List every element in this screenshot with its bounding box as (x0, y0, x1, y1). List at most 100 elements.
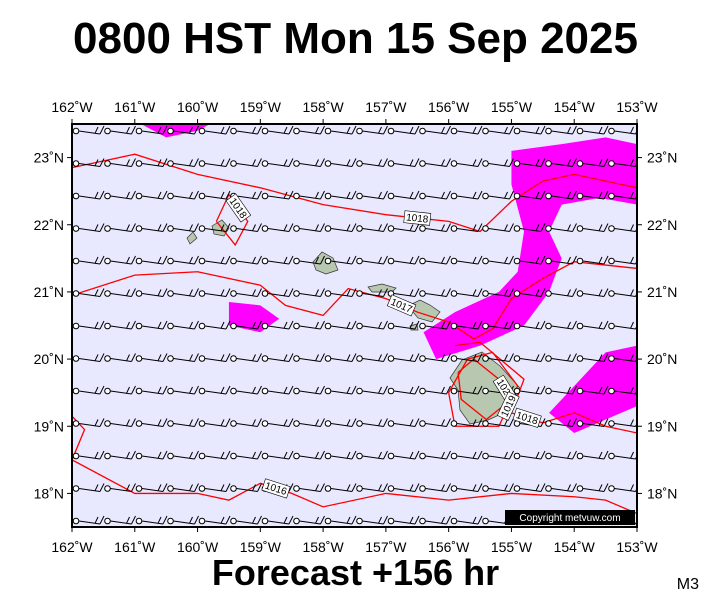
lon-tick-top-3: 159˚W (240, 99, 282, 115)
wind-barb (482, 190, 514, 200)
wind-barb (576, 353, 609, 362)
wind-barb (324, 483, 357, 492)
wind-barb (450, 450, 483, 460)
wind-barb (576, 223, 609, 232)
wind-barb (324, 515, 357, 525)
wind-barb (167, 385, 199, 395)
lat-tick-left-1: 19˚N (34, 418, 64, 434)
wind-barb (513, 288, 546, 297)
wind-barb (293, 418, 325, 427)
wind-barb (167, 255, 199, 265)
wind-barb (293, 158, 325, 167)
wind-barb (513, 320, 546, 330)
wind-barb (198, 418, 231, 427)
precip-area-3 (549, 345, 637, 433)
lat-tick-left-0: 18˚N (34, 485, 64, 501)
wind-barb (230, 515, 262, 525)
wind-barb (167, 483, 199, 492)
map-title: 0800 HST Mon 15 Sep 2025 (73, 14, 638, 63)
wind-barb (104, 255, 136, 265)
wind-barb (387, 450, 420, 460)
wind-barb (135, 515, 168, 525)
wind-barb (324, 353, 357, 362)
wind-barb (293, 288, 325, 297)
wind-barb (419, 255, 451, 265)
wind-barb (135, 158, 168, 167)
wind-barb (482, 483, 514, 492)
wind-barb (419, 515, 451, 525)
wind-barb (72, 158, 105, 167)
wind-barb (545, 125, 577, 135)
wind-barb (482, 320, 514, 330)
wind-barb (135, 190, 168, 200)
wind-barb (576, 255, 609, 265)
wind-barb (104, 450, 136, 460)
wind-barb (104, 483, 136, 492)
lon-tick-bottom-6: 156˚W (428, 539, 470, 555)
wind-barb (387, 125, 420, 135)
isobar-line-1 (215, 193, 249, 247)
wind-barb (513, 255, 546, 265)
wind-barb (261, 320, 294, 330)
wind-barb (104, 125, 136, 135)
wind-barb (513, 450, 546, 460)
wind-barb (104, 385, 136, 395)
wind-barb (356, 158, 388, 167)
wind-barb (230, 288, 262, 297)
wind-barb (356, 515, 388, 525)
wind-barb (419, 125, 451, 135)
wind-barb (387, 158, 420, 167)
wind-barb (198, 353, 231, 362)
wind-barb (135, 353, 168, 362)
wind-barb (324, 450, 357, 460)
wind-barb (104, 353, 136, 362)
wind-barb (167, 418, 199, 427)
wind-barb (198, 125, 231, 135)
wind-barb (545, 158, 577, 167)
wind-barb (545, 483, 577, 492)
wind-barb (198, 223, 231, 232)
lat-tick-left-3: 21˚N (34, 284, 64, 300)
wind-barb (135, 385, 168, 395)
wind-barb (167, 450, 199, 460)
wind-barb (356, 223, 388, 232)
lon-tick-top-1: 161˚W (114, 99, 156, 115)
isobar-line-2 (72, 261, 637, 340)
wind-barb (545, 190, 577, 200)
wind-barb (387, 515, 420, 525)
lon-tick-top-2: 160˚W (177, 99, 219, 115)
wind-barb (104, 418, 136, 427)
wind-barb (450, 288, 483, 297)
wind-barb (198, 255, 231, 265)
wind-barb (324, 190, 357, 200)
wind-barb (261, 450, 294, 460)
lat-tick-left-4: 22˚N (34, 217, 64, 233)
wind-barb (167, 223, 199, 232)
wind-barb (419, 483, 451, 492)
wind-barb (198, 288, 231, 297)
wind-barb (293, 255, 325, 265)
wind-barb (261, 125, 294, 135)
wind-barb (545, 223, 577, 232)
lat-tick-right-4: 22˚N (647, 217, 677, 233)
wind-barb (261, 255, 294, 265)
wind-barb (545, 288, 577, 297)
island-niihau (186, 231, 198, 245)
wind-barb (482, 288, 514, 297)
wind-barb (450, 125, 483, 135)
wind-barb (450, 190, 483, 200)
copyright-badge: Copyright metvuw.com (505, 510, 635, 525)
wind-barb (419, 353, 451, 362)
wind-barb (261, 515, 294, 525)
wind-barb (135, 450, 168, 460)
lat-tick-right-5: 23˚N (647, 150, 677, 166)
wind-barb (576, 320, 609, 330)
precip-area-1 (423, 137, 637, 360)
wind-barb (72, 255, 105, 265)
lat-tick-right-0: 18˚N (647, 485, 677, 501)
wind-barb (324, 385, 357, 395)
wind-barb (545, 385, 577, 395)
wind-barb (135, 418, 168, 427)
wind-barb (167, 288, 199, 297)
